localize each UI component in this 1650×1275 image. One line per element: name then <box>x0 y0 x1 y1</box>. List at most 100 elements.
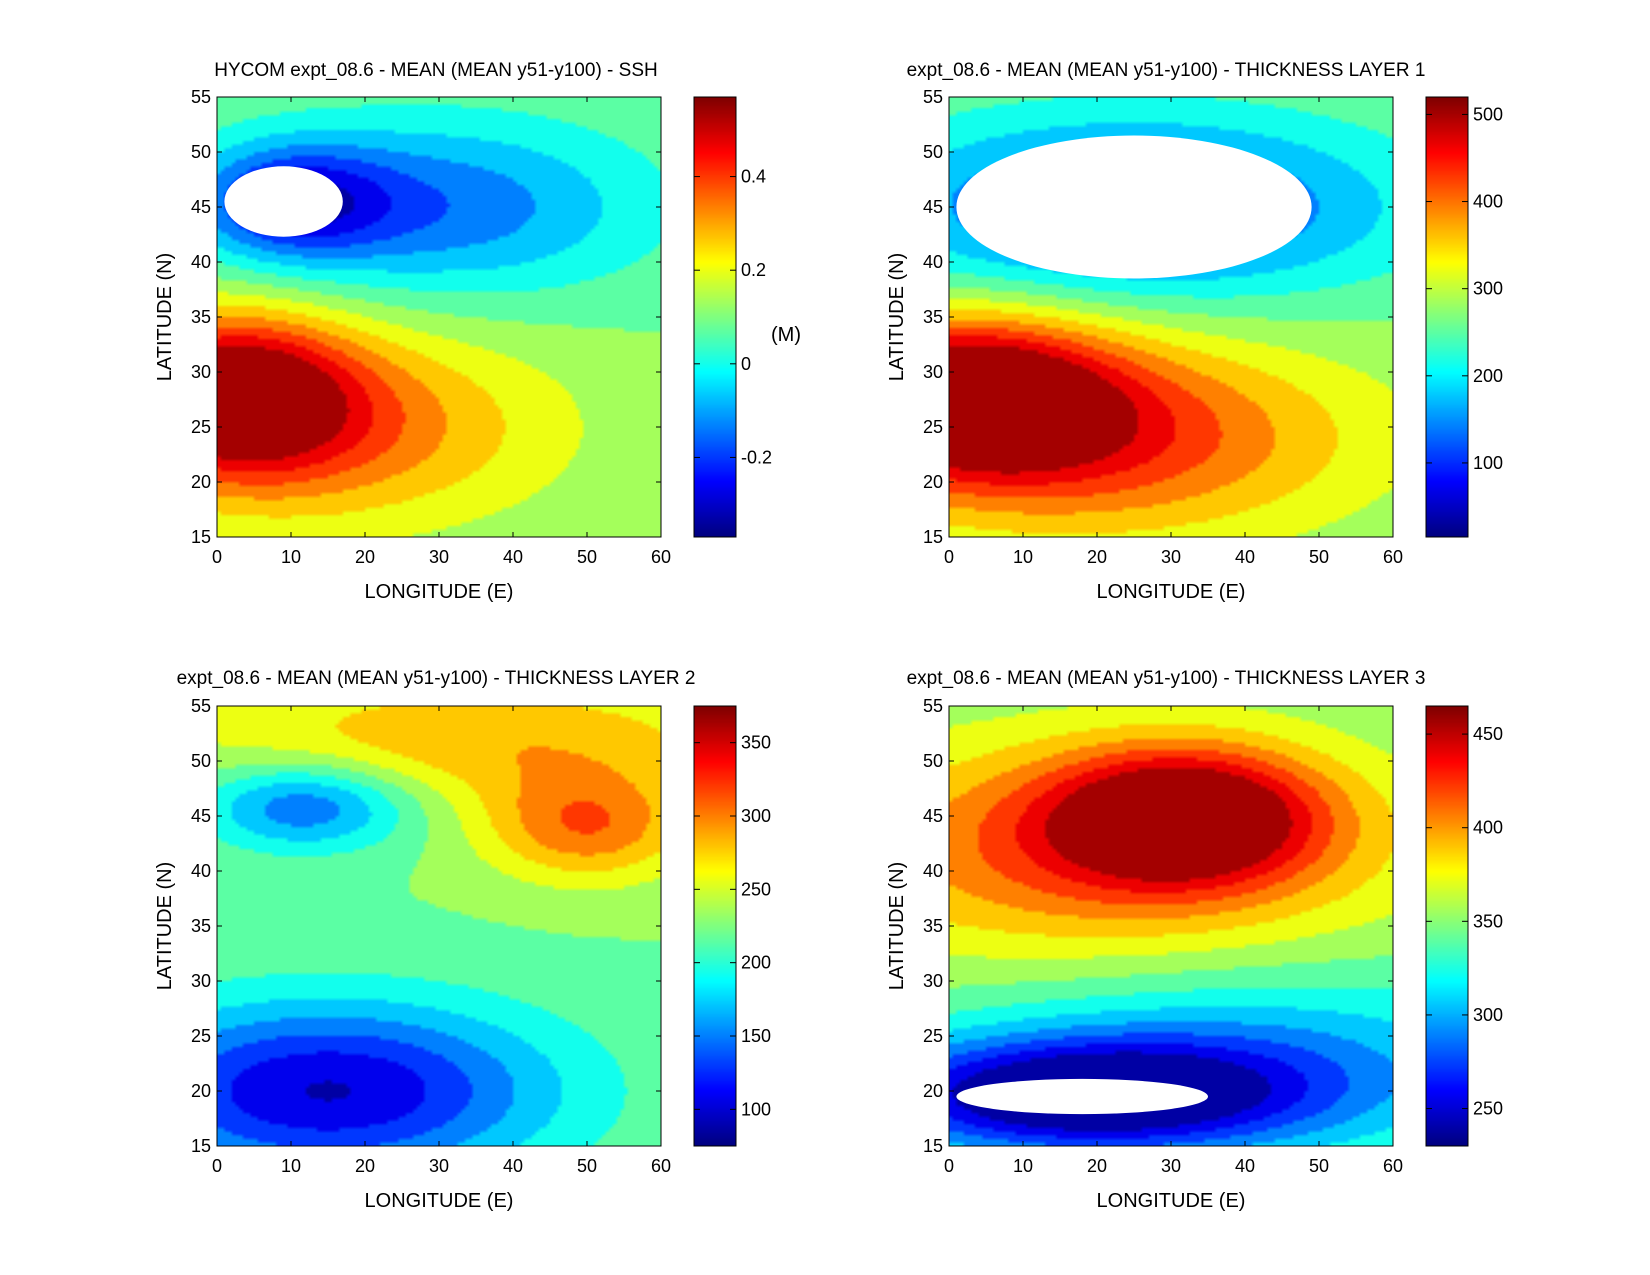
y-tick-label: 35 <box>923 916 943 936</box>
contour-field <box>217 706 661 1146</box>
y-axis-label: LATITUDE (N) <box>886 253 908 382</box>
x-tick-label: 20 <box>1087 547 1107 567</box>
colorbar <box>694 97 736 537</box>
x-tick-label: 10 <box>281 1156 301 1176</box>
colorbar-tick-label: 400 <box>1473 818 1503 838</box>
y-tick-label: 15 <box>191 527 211 547</box>
y-tick-label: 20 <box>191 1081 211 1101</box>
colorbar-frame <box>693 96 737 538</box>
colorbar-tick-label: 350 <box>741 733 771 753</box>
y-tick-label: 25 <box>923 1026 943 1046</box>
masked-region <box>956 1078 1208 1115</box>
y-tick-label: 30 <box>191 362 211 382</box>
y-tick-label: 55 <box>191 696 211 716</box>
x-tick-label: 50 <box>1309 1156 1329 1176</box>
panel-title: HYCOM expt_08.6 - MEAN (MEAN y51-y100) -… <box>214 60 657 81</box>
y-tick-label: 50 <box>923 751 943 771</box>
colorbar <box>1426 706 1468 1146</box>
colorbar-frame <box>1425 705 1469 1147</box>
colorbar-tick-label: -0.2 <box>741 447 772 467</box>
colorbar-tick-label: 0 <box>741 354 751 374</box>
panel-thickness-layer-1: expt_08.6 - MEAN (MEAN y51-y100) - THICK… <box>886 60 1503 603</box>
x-axis-label: LONGITUDE (E) <box>365 1190 514 1212</box>
y-tick-label: 40 <box>191 861 211 881</box>
x-tick-label: 0 <box>944 547 954 567</box>
x-tick-label: 50 <box>1309 547 1329 567</box>
colorbar-frame <box>693 705 737 1147</box>
x-tick-label: 60 <box>651 1156 671 1176</box>
x-tick-label: 20 <box>355 547 375 567</box>
colorbar-tick-label: 200 <box>741 953 771 973</box>
y-tick-label: 55 <box>923 87 943 107</box>
x-tick-label: 30 <box>1161 547 1181 567</box>
y-tick-label: 15 <box>191 1136 211 1156</box>
colorbar-tick-label: 300 <box>1473 279 1503 299</box>
y-tick-label: 45 <box>923 806 943 826</box>
y-axis-label: LATITUDE (N) <box>154 253 176 382</box>
colorbar-tick-label: 250 <box>1473 1099 1503 1119</box>
y-tick-label: 45 <box>191 197 211 217</box>
x-axis-label: LONGITUDE (E) <box>1097 581 1246 603</box>
x-tick-label: 60 <box>1383 547 1403 567</box>
y-tick-label: 55 <box>923 696 943 716</box>
panel-title: expt_08.6 - MEAN (MEAN y51-y100) - THICK… <box>177 668 696 689</box>
colorbar-tick-label: 400 <box>1473 192 1503 212</box>
x-tick-label: 10 <box>1013 547 1033 567</box>
colorbar <box>694 706 736 1146</box>
x-tick-label: 0 <box>212 547 222 567</box>
x-tick-label: 30 <box>429 547 449 567</box>
y-axis-label: LATITUDE (N) <box>154 862 176 991</box>
y-tick-label: 35 <box>191 916 211 936</box>
axes: 0 10 20 30 40 50 60 15 20 25 30 35 40 45 50 55 <box>191 696 671 1176</box>
colorbar-tick-label: 100 <box>741 1099 771 1119</box>
x-tick-label: 30 <box>1161 1156 1181 1176</box>
y-tick-label: 35 <box>191 307 211 327</box>
contour-field <box>949 706 1393 1146</box>
y-tick-label: 45 <box>923 197 943 217</box>
x-axis-label: LONGITUDE (E) <box>1097 1190 1246 1212</box>
y-tick-label: 30 <box>191 971 211 991</box>
axes: 0 10 20 30 40 50 60 15 20 25 30 35 40 45 50 55 <box>923 87 1403 567</box>
colorbar-tick-label: 350 <box>1473 911 1503 931</box>
colorbar-ticks: -0.2 0 0.2 0.4 <box>694 167 772 467</box>
y-tick-label: 40 <box>191 252 211 272</box>
y-tick-label: 40 <box>923 252 943 272</box>
y-tick-label: 50 <box>923 142 943 162</box>
x-tick-label: 40 <box>503 1156 523 1176</box>
colorbar-tick-label: 300 <box>741 806 771 826</box>
x-tick-label: 60 <box>1383 1156 1403 1176</box>
panel-title: expt_08.6 - MEAN (MEAN y51-y100) - THICK… <box>907 668 1426 689</box>
colorbar-tick-label: 450 <box>1473 724 1503 744</box>
masked-region <box>224 166 343 237</box>
colorbar-tick-label: 150 <box>741 1026 771 1046</box>
y-tick-label: 55 <box>191 87 211 107</box>
x-tick-label: 50 <box>577 547 597 567</box>
colorbar-tick-label: 100 <box>1473 453 1503 473</box>
y-tick-label: 25 <box>923 417 943 437</box>
panel-title: expt_08.6 - MEAN (MEAN y51-y100) - THICK… <box>907 60 1426 81</box>
colorbar-tick-label: 0.4 <box>741 167 766 187</box>
x-tick-label: 40 <box>503 547 523 567</box>
y-tick-label: 45 <box>191 806 211 826</box>
x-tick-label: 0 <box>212 1156 222 1176</box>
colorbar-ticks: 250 300 350 400 450 <box>1426 724 1503 1119</box>
colorbar-ticks: 100 150 200 250 300 350 <box>694 733 771 1119</box>
y-tick-label: 50 <box>191 142 211 162</box>
colorbar-ticks: 100 200 300 400 500 <box>1426 104 1503 473</box>
x-tick-label: 10 <box>1013 1156 1033 1176</box>
y-tick-label: 30 <box>923 362 943 382</box>
x-tick-label: 40 <box>1235 547 1255 567</box>
x-tick-label: 60 <box>651 547 671 567</box>
y-tick-label: 30 <box>923 971 943 991</box>
axes: 0 10 20 30 40 50 60 15 20 25 30 35 40 45 50 55 <box>923 696 1403 1176</box>
axes: 0 10 20 30 40 50 60 15 20 25 30 35 40 45 50 55 <box>191 87 671 567</box>
colorbar-tick-label: 250 <box>741 879 771 899</box>
y-tick-label: 15 <box>923 1136 943 1156</box>
colorbar-tick-label: 500 <box>1473 104 1503 124</box>
panel-ssh: HYCOM expt_08.6 - MEAN (MEAN y51-y100) -… <box>154 60 801 603</box>
masked-region <box>956 135 1312 279</box>
x-tick-label: 0 <box>944 1156 954 1176</box>
colorbar-tick-label: 0.2 <box>741 260 766 280</box>
y-tick-label: 25 <box>191 1026 211 1046</box>
